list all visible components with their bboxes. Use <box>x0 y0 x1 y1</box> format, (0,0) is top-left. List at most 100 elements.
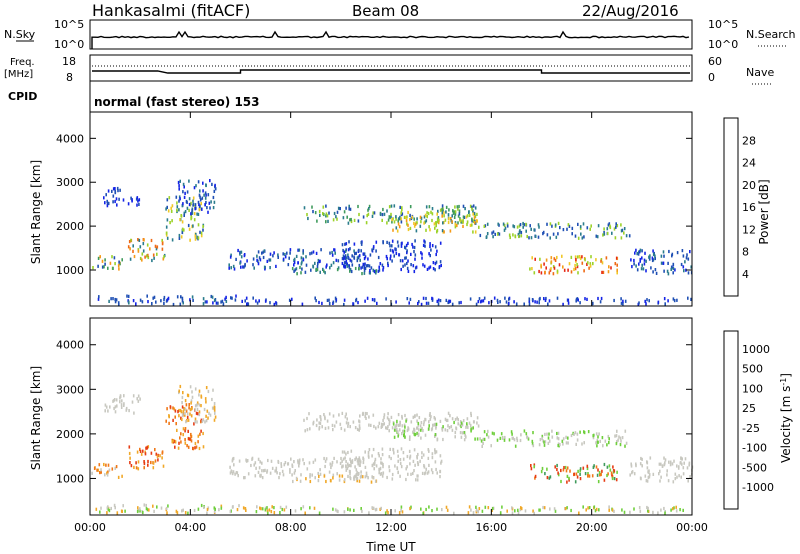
data-cell <box>556 269 559 273</box>
data-cell <box>468 505 471 509</box>
data-cell <box>329 251 331 255</box>
data-cell <box>415 229 418 233</box>
data-cell <box>359 463 361 467</box>
data-cell <box>328 412 331 416</box>
data-cell <box>131 400 134 404</box>
data-cell <box>412 459 415 463</box>
data-cell <box>368 423 370 427</box>
data-cell <box>325 204 327 208</box>
data-cell <box>456 416 458 420</box>
data-cell <box>191 295 194 299</box>
data-cell <box>544 298 547 302</box>
data-cell <box>181 227 184 231</box>
data-cell <box>360 507 362 511</box>
data-cell <box>584 258 586 262</box>
data-cell <box>200 404 202 408</box>
data-cell <box>185 420 187 424</box>
data-cell <box>497 222 499 226</box>
data-cell <box>192 447 195 451</box>
data-cell <box>147 445 150 449</box>
data-cell <box>172 439 175 443</box>
data-cell <box>382 241 384 245</box>
data-cell <box>644 299 646 303</box>
data-cell <box>658 462 661 466</box>
data-cell <box>172 418 174 422</box>
data-cell <box>378 454 380 458</box>
data-cell <box>378 467 380 471</box>
data-cell <box>309 473 311 477</box>
data-cell <box>414 414 416 419</box>
data-cell <box>513 225 516 229</box>
data-cell <box>575 472 578 476</box>
data-cell <box>317 479 320 483</box>
data-cell <box>305 477 307 481</box>
data-cell <box>250 463 252 468</box>
data-cell <box>412 415 415 419</box>
data-cell <box>331 250 333 255</box>
data-cell <box>101 265 104 269</box>
data-cell <box>181 230 184 234</box>
data-cell <box>382 471 385 475</box>
data-cell <box>578 255 581 259</box>
data-cell <box>477 510 479 514</box>
data-cell <box>354 266 357 271</box>
data-cell <box>119 394 122 398</box>
data-cell <box>420 302 423 306</box>
data-cell <box>608 508 610 512</box>
data-cell <box>356 479 358 483</box>
data-cell <box>393 451 395 455</box>
data-cell <box>391 426 394 430</box>
data-cell <box>413 448 416 452</box>
data-cell <box>472 204 475 208</box>
data-cell <box>621 508 623 512</box>
data-cell <box>669 460 672 464</box>
data-cell <box>566 506 568 510</box>
data-cell <box>420 216 423 220</box>
data-cell <box>319 270 321 274</box>
data-cell <box>549 222 552 226</box>
data-cell <box>687 296 689 300</box>
data-cell <box>513 300 515 304</box>
data-cell <box>533 511 535 515</box>
data-cell <box>682 265 685 269</box>
data-cell <box>474 206 477 210</box>
data-cell <box>600 472 602 477</box>
data-cell <box>266 506 268 510</box>
data-cell <box>413 245 416 250</box>
data-cell <box>586 226 589 230</box>
data-cell <box>446 429 449 433</box>
data-cell <box>444 428 447 432</box>
data-cell <box>616 268 618 272</box>
data-cell <box>575 258 577 262</box>
data-cell <box>302 258 305 262</box>
data-cell <box>186 190 189 194</box>
data-cell <box>433 222 436 226</box>
data-cell <box>551 429 553 433</box>
data-cell <box>680 456 682 460</box>
data-cell <box>345 206 347 210</box>
data-cell <box>588 506 591 510</box>
data-cell <box>384 511 387 515</box>
data-cell <box>291 297 293 301</box>
data-cell <box>388 422 391 426</box>
data-cell <box>654 256 656 261</box>
data-cell <box>607 223 610 227</box>
data-cell <box>194 446 196 450</box>
data-cell <box>289 248 292 252</box>
data-cell <box>508 301 510 305</box>
data-cell <box>332 414 335 418</box>
data-cell <box>425 228 427 232</box>
data-cell <box>423 215 426 219</box>
data-cell <box>625 441 628 445</box>
data-cell <box>293 471 296 475</box>
data-cell <box>413 250 415 254</box>
data-cell <box>262 255 265 260</box>
data-cell <box>486 222 489 226</box>
data-cell <box>664 458 667 462</box>
data-cell <box>414 463 416 467</box>
data-cell <box>210 200 212 204</box>
data-cell <box>570 255 573 259</box>
data-cell <box>142 242 145 246</box>
data-cell <box>228 266 230 270</box>
data-cell <box>624 444 626 448</box>
